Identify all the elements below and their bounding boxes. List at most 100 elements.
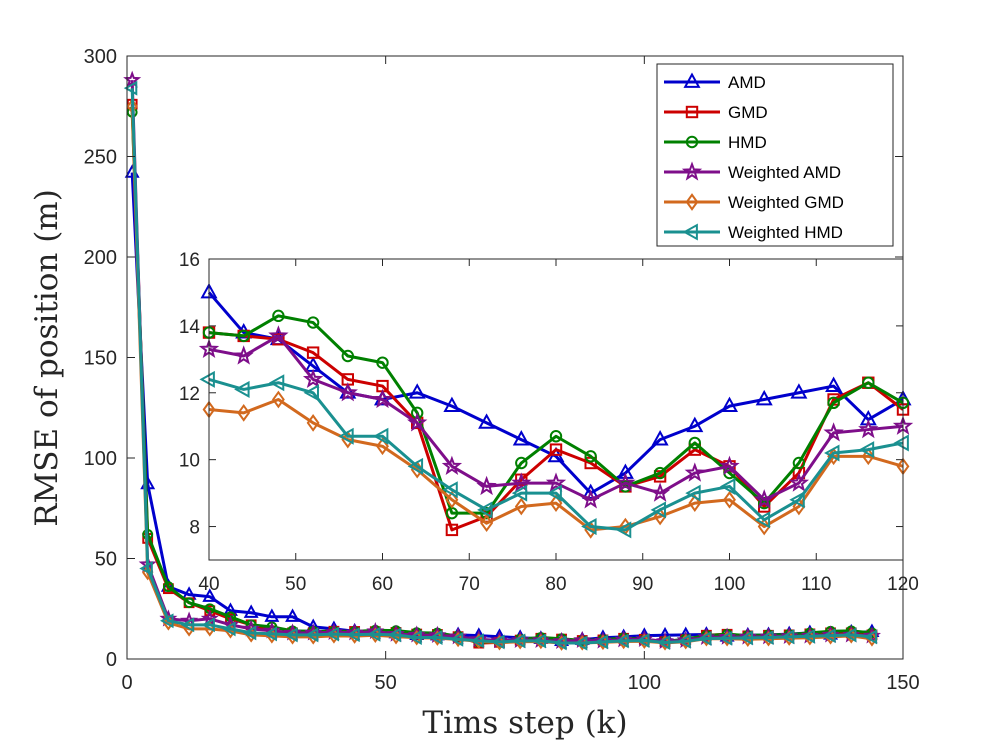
inset-data-point-amd [790,383,808,399]
data-point-weighted-hmd [242,625,257,641]
inset-data-point-weighted-hmd [477,501,493,519]
data-point-weighted-hmd [139,561,153,577]
data-point-weighted-hmd [470,633,484,649]
data-point-weighted-hmd [532,633,546,649]
data-point-weighted-hmd [822,628,836,644]
data-point-weighted-hmd [387,627,402,643]
legend-swatch-marker [685,193,699,211]
x-axis-title: Tims step (k) [422,705,627,741]
data-point-weighted-hmd [594,634,609,650]
inset-data-point-amd [478,413,496,429]
inset-data-point-amd [825,376,843,392]
data-point-amd [285,608,301,622]
inset-y-tick-label: 8 [189,518,200,539]
inset-data-point-weighted-amd [372,388,393,409]
data-point-weighted-hmd [801,628,816,644]
inset-data-point-weighted-amd [441,455,463,476]
data-point-weighted-hmd [159,613,174,629]
inset-data-point-weighted-amd [337,382,358,402]
inset-data-point-hmd [237,329,250,343]
inset-series-line-weighted-gmd [208,397,904,532]
data-point-amd [264,608,280,622]
inset-series-layer [198,282,914,539]
data-point-weighted-hmd [123,80,138,96]
data-point-weighted-hmd [408,630,422,645]
inset-data-point-hmd [653,466,667,480]
inset-data-point-weighted-gmd [514,497,528,516]
data-point-amd [243,604,259,618]
inset-data-point-weighted-gmd [688,494,702,512]
legend-swatch-marker [681,161,703,181]
y-tick-label: 200 [84,247,117,269]
inset-data-point-weighted-hmd [303,384,319,402]
legend-item-weighted-amd: Weighted AMD [664,161,841,182]
inset-data-point-weighted-hmd [824,444,840,462]
data-point-weighted-hmd [325,626,340,642]
inset-series-weighted-amd [198,325,914,509]
inset-data-point-hmd [515,456,528,470]
inset-data-point-hmd [549,430,563,443]
inset-data-point-amd [408,383,426,399]
x-tick-label: 0 [121,672,132,694]
y-tick-label: 50 [95,549,117,571]
inset-data-point-weighted-amd [684,462,705,482]
inset-data-point-weighted-amd [511,472,532,492]
inset-data-point-weighted-gmd [792,497,806,516]
data-point-weighted-hmd [284,627,298,643]
inset-data-point-hmd [306,316,320,329]
legend-box [656,63,894,247]
inset-data-point-weighted-hmd [858,441,875,459]
inset-data-point-gmd [445,523,459,537]
inset-data-point-amd [512,430,530,446]
inset-data-point-amd [582,483,600,499]
inset-data-point-weighted-gmd [653,507,667,526]
legend-label: AMD [728,73,766,92]
inset-data-point-weighted-amd [476,475,497,496]
data-point-weighted-hmd [573,635,588,651]
inset-data-point-hmd [688,436,701,450]
data-point-weighted-hmd [863,629,878,645]
inset-data-point-amd [686,416,704,433]
data-point-weighted-hmd [346,627,360,643]
y-tick-label: 250 [84,147,117,169]
inset-data-point-weighted-hmd [511,484,528,502]
data-point-amd [202,588,218,602]
inset-data-point-weighted-hmd [442,481,458,499]
inset-y-tick-label: 16 [179,250,200,271]
data-point-weighted-hmd [760,630,774,645]
data-point-weighted-hmd [656,635,671,650]
inset-data-point-hmd [827,396,840,410]
data-point-weighted-hmd [511,633,526,649]
inset-x-tick-label: 70 [459,574,480,595]
data-point-hmd [162,581,174,593]
inset-data-point-weighted-hmd [338,427,354,445]
data-point-weighted-hmd [780,629,795,645]
inset-data-point-weighted-gmd [549,494,563,512]
legend-label: HMD [728,133,767,152]
inset-data-point-weighted-hmd [234,380,250,398]
inset-data-point-weighted-hmd [581,518,597,536]
inset-data-point-weighted-amd [788,472,810,492]
series-line-weighted-hmd [130,88,873,645]
inset-series-line-weighted-amd [208,334,904,502]
y-tick-label: 0 [106,649,117,671]
inset-data-point-hmd [792,456,806,470]
inset-y-tick-label: 10 [179,451,200,472]
inset-data-point-weighted-hmd [719,477,736,495]
data-point-weighted-hmd [635,633,650,648]
inset-data-point-weighted-hmd [754,511,771,529]
y-tick-label: 100 [84,448,117,470]
inset-data-point-weighted-hmd [268,374,285,392]
inset-series-weighted-hmd [199,370,909,539]
inset-data-point-weighted-amd [545,472,567,492]
data-point-weighted-hmd [698,631,712,646]
inset-data-point-weighted-amd [407,412,428,432]
data-point-weighted-hmd [429,630,443,645]
legend-swatch-marker [685,135,699,149]
inset-data-point-amd [720,396,739,413]
main-series-layer [123,70,881,651]
inset-data-point-weighted-amd [580,489,601,509]
legend-swatch-marker [685,105,699,119]
data-point-weighted-hmd [222,621,236,637]
inset-x-tick-label: 90 [632,574,653,595]
